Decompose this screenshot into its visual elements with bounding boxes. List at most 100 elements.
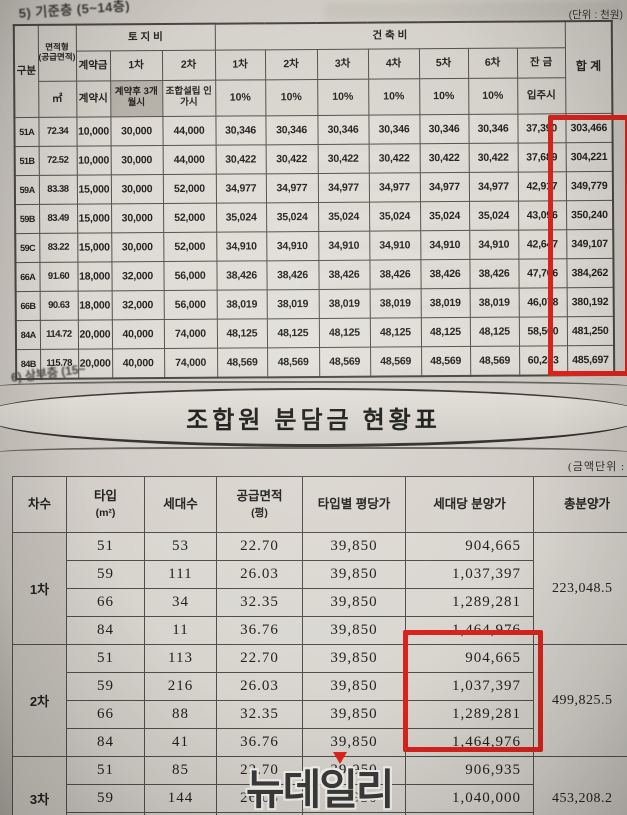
subheader-land2-time: 조합설립 인가시 xyxy=(162,79,216,117)
contribution-cell: 39,850 xyxy=(302,644,406,673)
header-land-phase1: 1차 xyxy=(109,50,163,81)
header-land-phase2: 2차 xyxy=(161,49,216,81)
cost-cell: 56,000 xyxy=(163,289,217,320)
cost-cell: 48,569 xyxy=(421,345,471,376)
cost-cell: 304,221 xyxy=(565,141,613,172)
cost-cell: 83.49 xyxy=(39,203,78,233)
contribution-cell: 66 xyxy=(66,588,145,617)
header-supply-line2: (평) xyxy=(251,506,268,519)
contribution-cell: 41 xyxy=(144,728,217,757)
cost-cell: 66A xyxy=(15,261,40,292)
cost-cell: 46,078 xyxy=(518,287,567,317)
cost-cell: 48,569 xyxy=(470,345,520,376)
page-title: 조합원 분담금 현황표 xyxy=(186,407,441,434)
cost-cell: 32,000 xyxy=(111,290,164,320)
cost-cell: 34,977 xyxy=(317,172,370,202)
unit-note-bottom: (금액단위 : xyxy=(568,461,625,473)
cost-cell: 48,125 xyxy=(469,316,520,346)
cost-cell: 51A xyxy=(14,116,39,147)
cost-cell: 48,569 xyxy=(267,346,320,377)
header-total: 합 계 xyxy=(564,20,613,114)
contribution-cell: 26.03 xyxy=(216,560,303,589)
cost-cell: 58,500 xyxy=(518,316,568,346)
contribution-cell: 59 xyxy=(66,672,145,701)
cost-cell: 35,024 xyxy=(216,202,267,232)
cost-cell: 66B xyxy=(15,290,40,321)
cost-cell: 47,706 xyxy=(518,258,567,288)
cost-cell: 30,346 xyxy=(468,113,518,143)
contribution-cell: 1,292,516 xyxy=(405,812,534,815)
contribution-cell: 39,950 xyxy=(302,784,406,813)
header-type-line2: (m²) xyxy=(95,506,116,519)
cost-cell: 52,000 xyxy=(162,173,217,204)
cost-cell: 38,019 xyxy=(420,287,470,318)
cost-cell: 10,000 xyxy=(76,145,111,175)
header-build-phase2: 2차 xyxy=(264,48,318,80)
header-price-per-household: 세대당 분양가 xyxy=(405,476,534,533)
total-price-cell: 453,208.2 xyxy=(533,756,627,815)
contribution-cell: 26.03 xyxy=(216,672,303,701)
total-price-cell: 223,048.5 xyxy=(533,532,627,645)
header-build-phase4: 4차 xyxy=(367,48,420,79)
contribution-cell: 39,850 xyxy=(302,532,406,561)
cost-cell: 30,000 xyxy=(110,116,163,146)
contribution-cell: 39,850 xyxy=(302,672,406,701)
cost-cell: 83.22 xyxy=(39,232,78,262)
title-banner: 조합원 분담금 현황표 xyxy=(0,388,627,447)
cost-cell: 34,910 xyxy=(216,231,267,261)
contribution-cell: 39,850 xyxy=(302,588,406,617)
header-price-per-pyeong: 타입별 평당가 xyxy=(302,476,406,533)
cost-cell: 30,422 xyxy=(419,142,469,173)
cost-cell: 114.72 xyxy=(39,319,79,349)
cost-cell: 74,000 xyxy=(163,318,218,349)
cost-cell: 43,096 xyxy=(518,200,567,230)
subheader-land1-time: 계약후 3개월시 xyxy=(110,80,163,117)
subheader-pct: 10% xyxy=(215,79,266,116)
cost-cell: 35,024 xyxy=(469,200,519,230)
cost-cell: 30,422 xyxy=(368,143,420,173)
cost-cell: 91.60 xyxy=(39,261,78,291)
cost-cell: 35,024 xyxy=(420,200,470,231)
cost-cell: 481,250 xyxy=(566,315,615,346)
cost-cell: 48,125 xyxy=(369,317,422,347)
header-area-line2: (공급면적) xyxy=(38,51,76,63)
contribution-cell: 1,464,976 xyxy=(405,728,534,757)
cost-cell: 38,426 xyxy=(469,258,519,288)
cost-cell: 18,000 xyxy=(77,290,112,320)
header-build-phase3: 3차 xyxy=(316,48,369,79)
cost-cell: 38,019 xyxy=(266,288,319,319)
contribution-cell: 1,037,397 xyxy=(405,560,534,589)
cost-cell: 380,192 xyxy=(566,286,614,317)
header-type-line1: 타입 xyxy=(93,488,117,503)
contribution-cell: 904,665 xyxy=(405,644,534,673)
contribution-cell: 144 xyxy=(144,784,217,813)
cost-cell: 15,000 xyxy=(77,203,112,233)
contribution-cell: 53 xyxy=(144,532,217,561)
cost-cell: 42,647 xyxy=(518,229,567,259)
cost-cell: 30,000 xyxy=(111,232,164,262)
header-build-group: 건 축 비 xyxy=(214,21,566,50)
contribution-cell: 88 xyxy=(144,700,217,729)
contribution-cell: 59 xyxy=(66,560,145,589)
cost-cell: 349,107 xyxy=(566,228,614,259)
header-order: 차수 xyxy=(12,476,67,533)
cost-cell: 35,024 xyxy=(266,201,319,232)
contribution-cell: 84 xyxy=(66,728,145,757)
cost-cell: 30,422 xyxy=(265,143,318,174)
cost-cell: 48,125 xyxy=(318,317,371,347)
cost-cell: 34,910 xyxy=(420,229,470,260)
contribution-cell: 36.76 xyxy=(216,616,303,645)
contribution-cell: 51 xyxy=(66,644,145,673)
cost-cell: 30,422 xyxy=(317,143,369,173)
subheader-pct: 10% xyxy=(419,77,469,115)
contribution-cell: 111 xyxy=(144,560,217,589)
cost-cell: 34,977 xyxy=(419,171,470,202)
cost-cell: 48,569 xyxy=(217,347,268,378)
cost-cell: 59A xyxy=(14,174,40,205)
cost-cell: 40,000 xyxy=(112,348,165,378)
cost-cell: 84A xyxy=(15,319,41,350)
cost-cell: 30,346 xyxy=(419,113,469,144)
contribution-cell: 1,464,976 xyxy=(405,616,534,645)
contribution-table: 차수 타입 (m²) 세대수 공급면적 (평) 타입별 평당가 세대당 분양가 … xyxy=(12,476,627,815)
cost-cell: 30,346 xyxy=(215,115,266,145)
